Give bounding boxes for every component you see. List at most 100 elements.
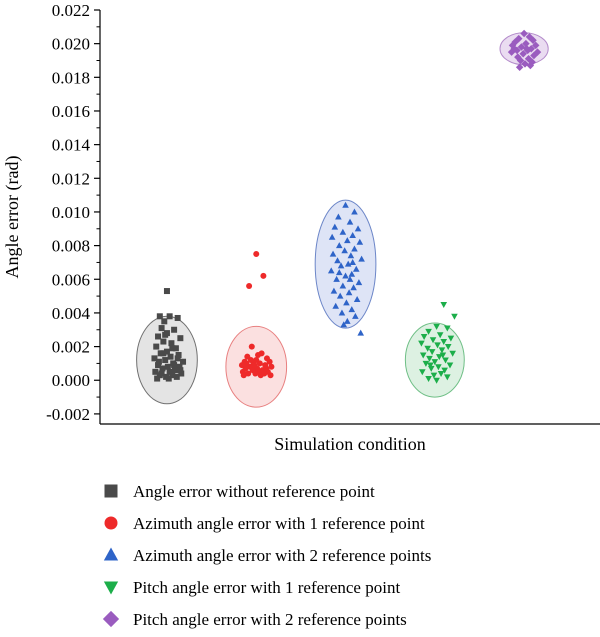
y-tick-label: -0.002 [46,405,90,424]
y-tick-label: 0.002 [52,338,90,357]
data-point [342,272,349,279]
data-point [434,342,441,349]
legend-item: Azimuth angle error with 1 reference poi… [104,514,425,533]
data-point [344,260,352,267]
data-point [351,245,358,252]
data-point [337,262,345,269]
data-point [173,373,180,380]
legend-label: Pitch angle error with 2 reference point… [133,610,407,629]
data-point [425,376,432,383]
legend-marker-triangle-up-icon [103,547,119,561]
data-point [248,343,255,350]
data-point [418,340,425,347]
data-point [439,352,447,359]
data-point [431,359,439,366]
data-point [428,349,436,356]
data-point [172,345,179,352]
y-tick-label: 0.022 [52,1,90,20]
data-point [178,370,185,377]
data-point [354,225,362,232]
data-point [329,250,337,257]
data-point [154,375,161,382]
data-point [346,275,354,282]
data-point [530,51,538,60]
series-azimuth-angle-error-with-1-reference-point [238,251,275,379]
data-point [174,314,181,321]
data-point [255,352,262,358]
data-point [174,355,181,362]
data-point [451,313,458,320]
series-azimuth-angle-error-with-2-reference-points [327,201,365,336]
data-point [166,368,173,375]
data-point [156,313,163,320]
data-point [176,363,183,370]
data-point [339,282,347,289]
data-point [433,377,440,384]
data-point [449,350,456,357]
y-tick-label: 0.000 [52,371,90,390]
data-point [520,29,528,38]
data-point [433,323,440,330]
data-point [350,284,357,291]
data-point [155,358,162,365]
y-tick-label: 0.010 [52,203,90,222]
data-point [420,333,428,340]
data-point [351,208,358,215]
data-point [522,39,530,48]
y-tick-label: 0.004 [52,304,91,323]
data-point [330,287,338,294]
data-point [356,238,364,245]
data-point [180,358,187,365]
data-point [353,296,361,303]
data-point [444,344,452,351]
data-point [357,329,365,336]
data-point [328,233,336,240]
data-point [162,357,169,364]
data-point [352,312,359,319]
data-point [240,372,247,379]
data-point [526,61,535,70]
data-point [427,362,434,369]
confidence-ellipses [136,32,549,408]
data-point [158,325,165,332]
data-point [168,340,175,347]
data-point [171,362,178,369]
data-point [336,292,344,299]
data-point [358,255,365,262]
y-tick-label: 0.012 [52,169,90,188]
data-point [338,309,346,316]
data-point [529,36,537,45]
data-point [419,352,427,359]
series-angle-error-without-reference-point [151,288,187,382]
y-tick-label: 0.018 [52,68,90,87]
data-point [438,347,446,354]
data-point [521,60,529,68]
y-axis-label: Angle error (rad) [2,156,23,279]
data-point [164,363,171,370]
data-point [441,367,448,374]
data-point [340,321,348,328]
series-pitch-angle-error-with-2-reference-points [507,29,542,71]
legend-marker-circle-icon [104,516,118,530]
data-point [169,372,176,379]
data-point [246,283,253,289]
legend-item: Pitch angle error with 2 reference point… [102,610,407,629]
data-point [355,279,363,286]
legend-marker-diamond-icon [102,610,120,628]
data-point [267,372,274,379]
data-point [161,318,168,325]
y-tick-label: 0.006 [52,270,90,289]
data-point [437,370,445,377]
y-tick-label: 0.014 [52,136,91,155]
data-point [427,365,435,372]
y-tick-label: 0.016 [52,102,90,121]
data-point [169,345,176,352]
data-point [247,357,254,364]
data-point [256,360,263,367]
data-point [345,289,353,296]
data-point [167,353,174,360]
data-point [444,325,451,332]
data-point [342,201,349,208]
